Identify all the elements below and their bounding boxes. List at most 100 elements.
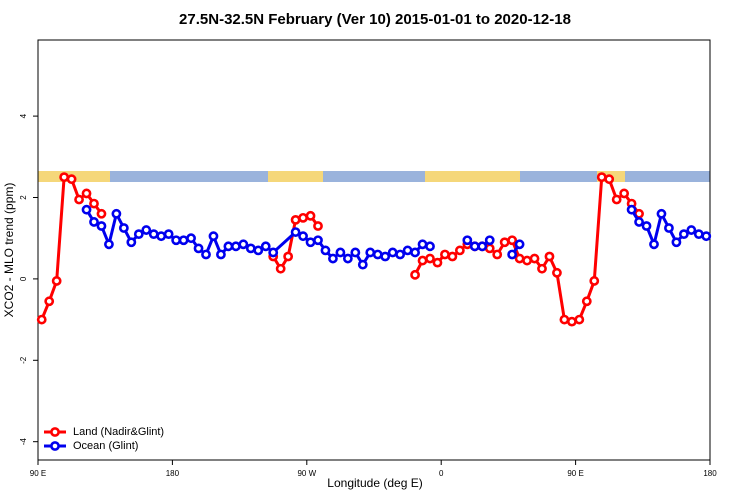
y-tick-label: 4 [19, 113, 28, 118]
data-point [290, 227, 301, 237]
x-axis-label: Longitude (deg E) [327, 476, 422, 490]
data-point [328, 253, 338, 264]
data-point [208, 231, 219, 242]
x-tick-label: 90 W [297, 469, 316, 478]
data-point [81, 188, 92, 199]
data-point [447, 251, 458, 262]
data-point [649, 239, 659, 250]
data-point [581, 296, 592, 307]
data-point [380, 251, 391, 262]
data-point [671, 237, 682, 248]
data-point [96, 208, 107, 219]
data-point [148, 229, 159, 240]
data-point [365, 247, 376, 258]
data-point [619, 188, 630, 199]
data-point [59, 172, 70, 183]
data-point [313, 235, 323, 246]
legend-marker [50, 441, 60, 451]
data-point [245, 243, 256, 254]
data-point [507, 249, 518, 260]
data-point [335, 247, 346, 258]
data-point [253, 245, 264, 256]
data-point [514, 253, 525, 264]
data-point [96, 221, 107, 231]
data-point [641, 221, 652, 231]
data-point [589, 276, 600, 286]
legend-label: Land (Nadir&Glint) [73, 426, 164, 438]
data-point [290, 214, 301, 225]
data-point [260, 241, 271, 252]
data-point [89, 217, 99, 227]
data-point [626, 204, 637, 215]
data-point [283, 251, 294, 262]
data-point [126, 237, 137, 248]
data-point [111, 208, 122, 219]
data-point [484, 235, 495, 246]
y-tick-label: 2 [19, 195, 28, 200]
data-point [342, 253, 353, 264]
y-tick-label: -4 [19, 438, 28, 446]
data-point [611, 194, 622, 205]
data-point [425, 253, 435, 264]
data-point [74, 194, 84, 205]
data-point [596, 172, 607, 183]
data-point [118, 223, 129, 233]
plot-frame [37, 39, 711, 461]
data-point [313, 221, 323, 231]
data-point [425, 241, 435, 252]
data-point [462, 235, 473, 246]
data-point [186, 233, 196, 244]
data-point [634, 217, 644, 227]
data-point [216, 249, 226, 260]
data-point [522, 255, 532, 266]
data-point [275, 263, 286, 274]
data-point [395, 249, 406, 260]
data-point [417, 255, 428, 266]
data-point [357, 259, 368, 270]
y-axis-label: XCO2 - MLO trend (ppm) [2, 183, 16, 318]
y-tick-label: 0 [19, 276, 28, 281]
data-point [417, 239, 428, 250]
data-point [36, 314, 47, 325]
data-point [552, 267, 562, 278]
data-point [178, 235, 189, 246]
data-point [492, 249, 503, 260]
data-point [432, 257, 443, 268]
data-point [529, 253, 540, 264]
data-point [693, 229, 704, 240]
data-point [678, 229, 689, 240]
data-point [350, 247, 361, 258]
x-tick-label: 180 [166, 469, 180, 478]
data-point [201, 249, 211, 260]
data-point [544, 251, 555, 262]
data-point [656, 208, 667, 219]
data-point [514, 239, 525, 250]
data-point [89, 198, 99, 209]
x-tick-label: 90 E [30, 469, 46, 478]
data-point [454, 245, 465, 256]
data-point [104, 239, 114, 250]
data-point [44, 296, 55, 307]
data-point [372, 249, 383, 260]
data-point [537, 263, 547, 274]
data-point [156, 231, 167, 242]
data-point [484, 243, 495, 254]
data-point [701, 231, 712, 242]
data-point [559, 314, 570, 325]
chart-title: 27.5N-32.5N February (Ver 10) 2015-01-01… [179, 11, 571, 28]
data-point [66, 174, 77, 185]
data-point [410, 269, 420, 280]
x-tick-label: 180 [703, 469, 717, 478]
data-point [469, 241, 480, 252]
data-point [171, 235, 182, 246]
data-point [410, 247, 420, 258]
data-point [141, 225, 152, 235]
x-tick-label: 90 E [567, 469, 583, 478]
data-point [387, 247, 398, 258]
data-point [163, 229, 174, 240]
x-tick-label: 0 [439, 469, 444, 478]
data-point [298, 212, 308, 223]
legend-label: Ocean (Glint) [73, 440, 138, 452]
data-point [402, 245, 413, 256]
data-point [230, 241, 241, 252]
